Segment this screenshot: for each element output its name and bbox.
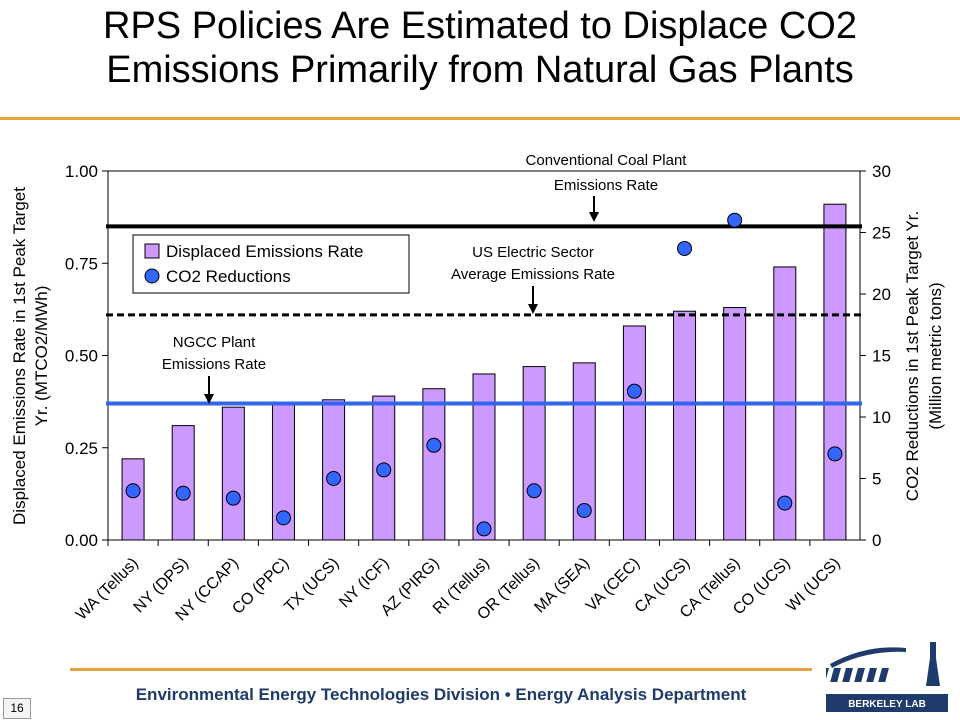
bar bbox=[121, 458, 145, 541]
bar bbox=[572, 362, 596, 541]
title-divider bbox=[0, 117, 960, 120]
berkeley-lab-logo: BERKELEY LAB bbox=[826, 642, 948, 712]
reference-label-line-1: US Electric Sector bbox=[472, 244, 594, 261]
left-axis-tick-label: 1.00 bbox=[65, 162, 98, 181]
left-axis-title-line-2: Yr. (MTCO2/MWh) bbox=[32, 286, 51, 427]
arrow-head bbox=[589, 212, 599, 222]
arrow-head bbox=[528, 304, 538, 314]
bar bbox=[622, 325, 646, 541]
data-point bbox=[827, 446, 843, 462]
right-axis-tick-label: 30 bbox=[872, 162, 891, 181]
data-point bbox=[125, 483, 141, 499]
right-axis-tick-label: 15 bbox=[872, 347, 891, 366]
data-point bbox=[626, 383, 642, 399]
reference-annotation: Conventional Coal Plant Emissions Rate bbox=[526, 152, 688, 222]
slide-title-line-2: Emissions Primarily from Natural Gas Pla… bbox=[106, 49, 854, 91]
x-axis-tick-label: TX (UCS) bbox=[281, 555, 342, 616]
footer-text: Environmental Energy Technologies Divisi… bbox=[135, 685, 747, 704]
data-point bbox=[526, 483, 542, 499]
data-point bbox=[777, 495, 793, 511]
x-axis-tick-label: WA (Tellus) bbox=[73, 555, 142, 624]
right-axis-tick-label: 10 bbox=[872, 408, 891, 427]
reference-label-line-2: Average Emissions Rate bbox=[451, 266, 615, 283]
x-axis-tick-label: MA (SEA) bbox=[531, 555, 593, 617]
data-point bbox=[727, 212, 743, 228]
left-axis-tick-label: 0.00 bbox=[65, 531, 98, 550]
footer-divider bbox=[70, 668, 812, 671]
data-point bbox=[175, 485, 191, 501]
bar bbox=[522, 366, 546, 541]
x-axis-tick-label: WI (UCS) bbox=[783, 555, 843, 615]
bar bbox=[422, 388, 446, 541]
logo-text: BERKELEY LAB bbox=[848, 699, 926, 710]
right-axis-tick-label: 5 bbox=[872, 470, 881, 489]
legend-swatch-bar bbox=[144, 243, 160, 259]
legend-entry-co2-reductions: CO2 Reductions bbox=[166, 267, 291, 286]
legend-box bbox=[132, 234, 410, 294]
data-point bbox=[576, 502, 592, 518]
reference-label-line-1: NGCC Plant bbox=[173, 334, 256, 351]
legend-swatch-marker bbox=[144, 268, 160, 284]
data-point bbox=[677, 240, 693, 256]
data-point bbox=[476, 521, 492, 537]
left-axis-tick-label: 0.50 bbox=[65, 347, 98, 366]
right-axis-tick-label: 0 bbox=[872, 531, 881, 550]
data-point bbox=[275, 510, 291, 526]
reference-label-line-1: Conventional Coal Plant bbox=[526, 152, 688, 169]
reference-label-line-2: Emissions Rate bbox=[162, 356, 266, 373]
left-axis-title-line-1: Displaced Emissions Rate in 1st Peak Tar… bbox=[10, 187, 29, 525]
right-axis-tick-label: 25 bbox=[872, 224, 891, 243]
bar bbox=[171, 425, 195, 541]
bar bbox=[221, 406, 245, 541]
left-axis-tick-label: 0.25 bbox=[65, 439, 98, 458]
data-point bbox=[426, 437, 442, 453]
bar bbox=[322, 399, 346, 541]
right-axis-title-line-1: CO2 Reductions in 1st Peak Target Yr. bbox=[903, 211, 922, 501]
arrow-head bbox=[204, 394, 214, 404]
left-axis-tick-label: 0.75 bbox=[65, 254, 98, 273]
data-point bbox=[376, 462, 392, 478]
reference-label-line-2: Emissions Rate bbox=[554, 177, 658, 194]
right-axis-tick-label: 20 bbox=[872, 285, 891, 304]
bar bbox=[723, 307, 747, 541]
data-point bbox=[225, 490, 241, 506]
slide-title: RPS Policies Are Estimated to Displace C… bbox=[0, 4, 960, 92]
bar bbox=[673, 310, 697, 541]
legend-entry-displaced-rate: Displaced Emissions Rate bbox=[166, 242, 363, 261]
legend: Displaced Emissions Rate CO2 Reductions bbox=[132, 234, 410, 294]
reference-annotation: US Electric Sector Average Emissions Rate bbox=[451, 244, 615, 314]
page-number: 16 bbox=[3, 698, 31, 719]
right-axis-title-line-2: (Million metric tons) bbox=[926, 282, 945, 429]
bar bbox=[472, 373, 496, 541]
reference-annotation: NGCC Plant Emissions Rate bbox=[162, 334, 266, 404]
emissions-chart: 0.00 0.25 0.50 0.75 1.00 0 5 10 15 20 25 30 Displace… bbox=[10, 152, 945, 624]
bar bbox=[823, 203, 847, 541]
data-point bbox=[326, 471, 342, 486]
slide-title-line-1: RPS Policies Are Estimated to Displace C… bbox=[103, 5, 857, 47]
